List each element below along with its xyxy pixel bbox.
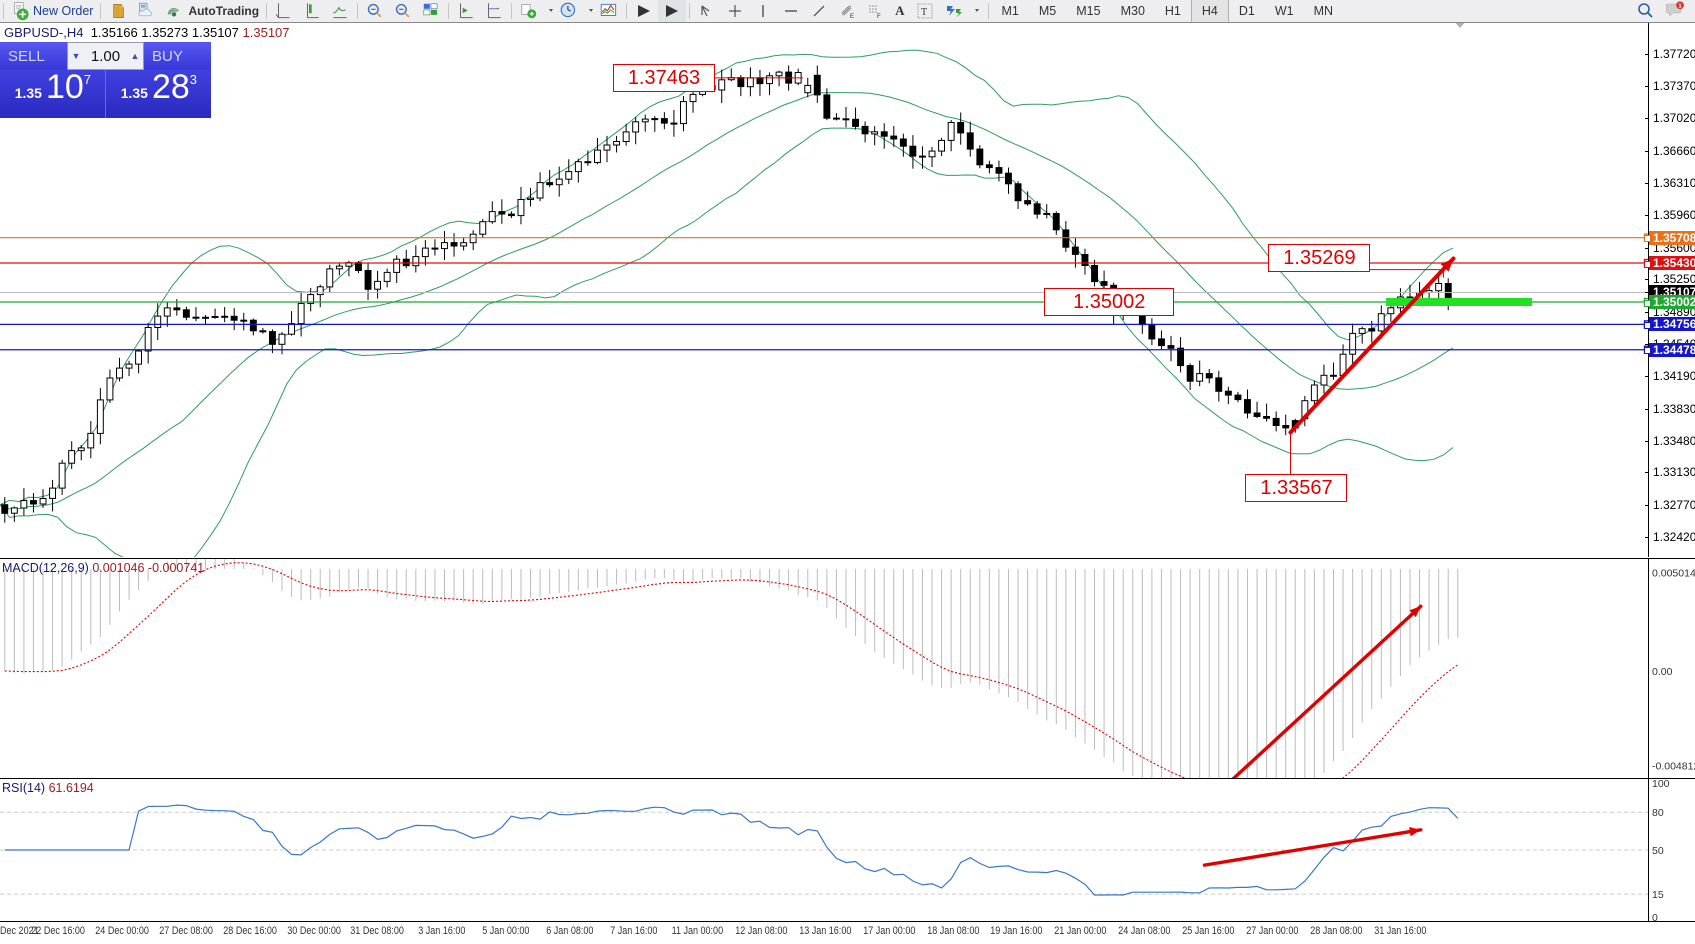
svg-text:0.005014: 0.005014 — [1652, 568, 1695, 580]
svg-text:100: 100 — [1652, 779, 1670, 790]
svg-text:T: T — [921, 7, 927, 18]
svg-text:F: F — [877, 14, 881, 19]
svg-text:50: 50 — [1652, 845, 1664, 857]
svg-text:-0.004812: -0.004812 — [1652, 760, 1695, 772]
svg-text:E: E — [850, 14, 854, 19]
svg-text:0: 0 — [1652, 912, 1658, 921]
svg-text:15: 15 — [1652, 889, 1664, 901]
svg-text:0.00: 0.00 — [1652, 666, 1673, 678]
svg-text:80: 80 — [1652, 807, 1664, 819]
